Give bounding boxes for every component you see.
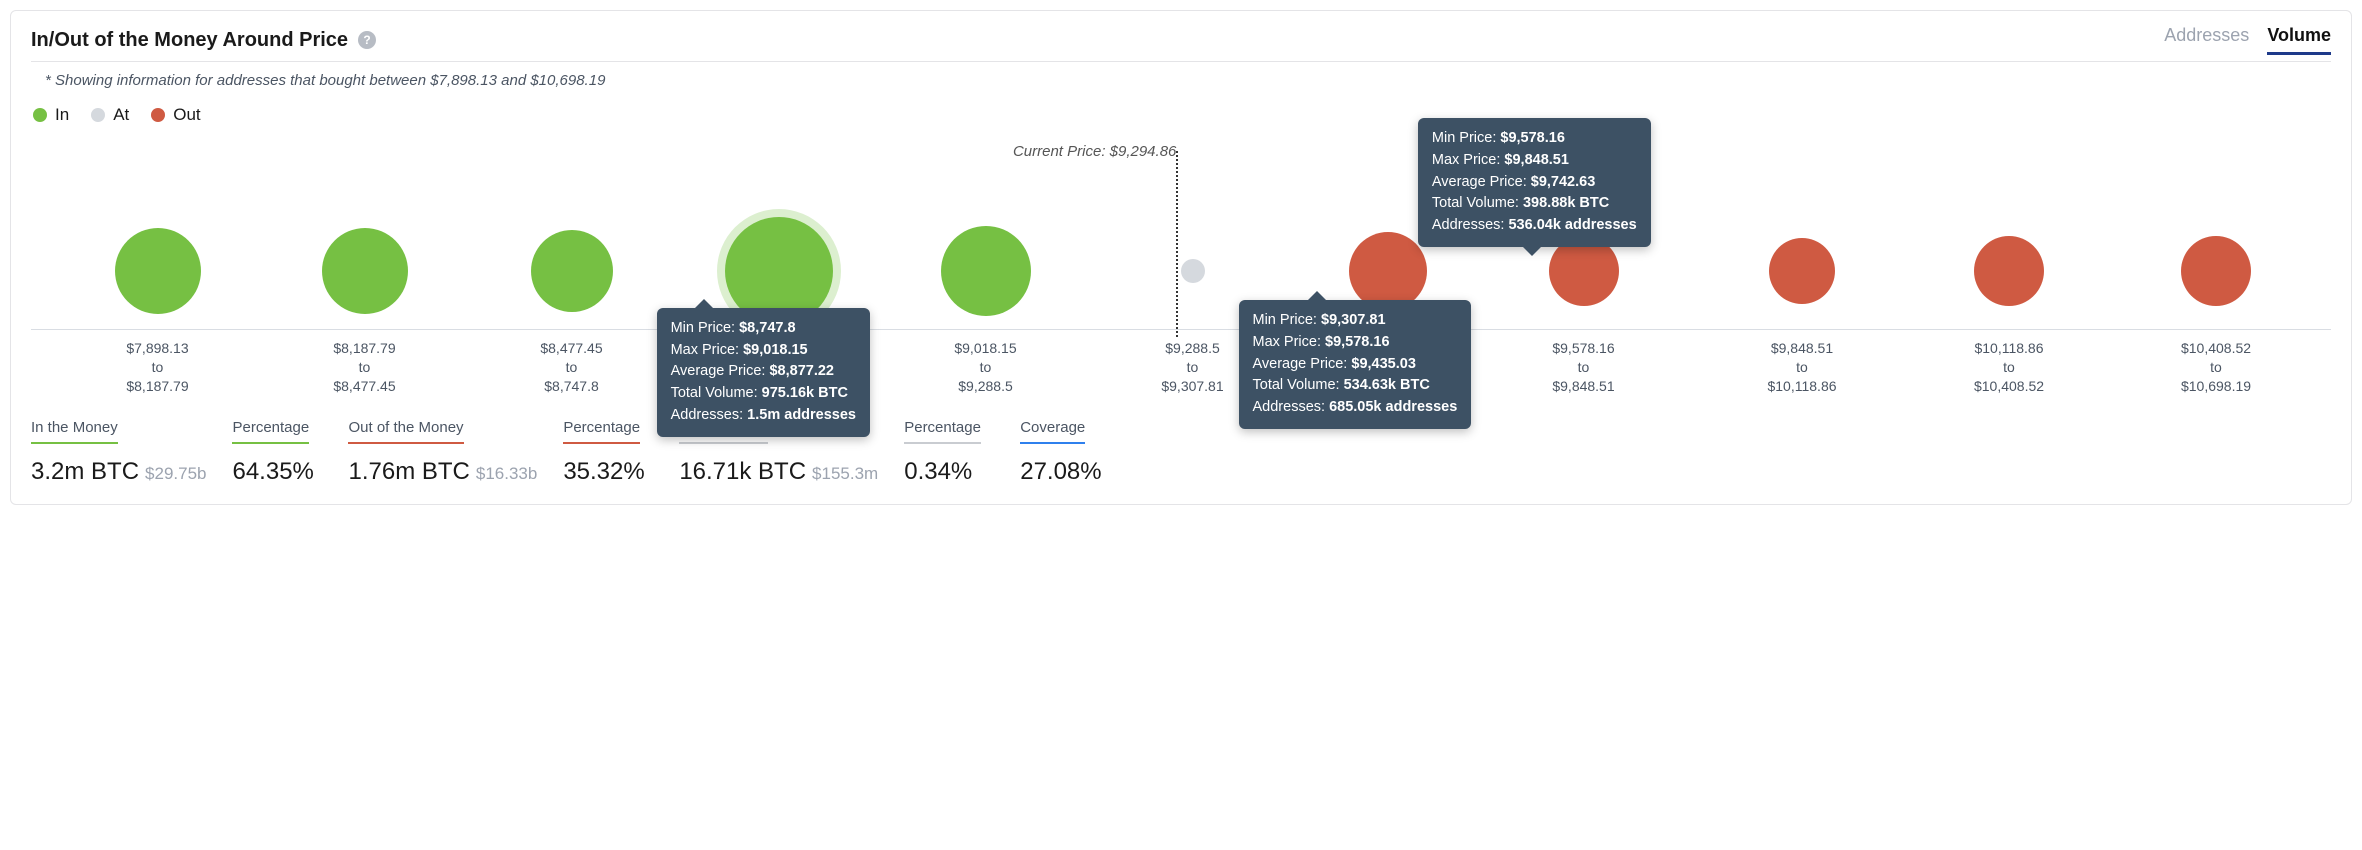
chart-title: In/Out of the Money Around Price xyxy=(31,29,348,52)
stat-label: Out of the Money xyxy=(348,419,463,444)
bubble-out[interactable] xyxy=(1974,236,2044,306)
stat-block: Percentage 0.34% xyxy=(904,419,994,486)
bubble-in[interactable] xyxy=(941,226,1031,316)
legend-dot-icon xyxy=(33,108,47,122)
stat-value: 3.2m BTC$29.75b xyxy=(31,458,206,486)
bubble-at[interactable] xyxy=(1181,259,1205,283)
current-price-line xyxy=(1176,151,1178,337)
legend-dot-icon xyxy=(91,108,105,122)
x-range-label: $9,848.51to$10,118.86 xyxy=(1767,339,1836,396)
stat-value: 35.32% xyxy=(563,458,653,486)
bubble-in[interactable] xyxy=(531,230,613,312)
legend-label: Out xyxy=(173,105,200,125)
stat-value: 1.76m BTC$16.33b xyxy=(348,458,537,486)
x-range-label: $9,578.16to$9,848.51 xyxy=(1552,339,1614,396)
x-range-label: $10,118.86to$10,408.52 xyxy=(1974,339,2044,396)
tooltip: Min Price: $9,578.16Max Price: $9,848.51… xyxy=(1418,118,1651,247)
iomap-card: In/Out of the Money Around Price ? Addre… xyxy=(10,10,2352,505)
view-tabs: Addresses Volume xyxy=(2164,25,2331,55)
x-range-label: $8,187.79to$8,477.45 xyxy=(333,339,395,396)
stat-value: 0.34% xyxy=(904,458,994,486)
x-range-label: $9,288.5to$9,307.81 xyxy=(1161,339,1223,396)
baseline xyxy=(31,329,2331,330)
legend-dot-icon xyxy=(151,108,165,122)
help-icon[interactable]: ? xyxy=(358,31,376,49)
legend-item: At xyxy=(91,105,129,125)
stat-value: 16.71k BTC$155.3m xyxy=(679,458,878,486)
current-price-label: Current Price: $9,294.86 xyxy=(1013,143,1176,160)
legend-item: Out xyxy=(151,105,200,125)
stat-block: In the Money 3.2m BTC$29.75b xyxy=(31,419,206,486)
stat-label: Percentage xyxy=(232,419,309,444)
x-range-label: $8,477.45to$8,747.8 xyxy=(540,339,602,396)
stat-sub: $155.3m xyxy=(812,464,878,483)
legend-label: At xyxy=(113,105,129,125)
x-range-label: $7,898.13to$8,187.79 xyxy=(126,339,188,396)
stat-label: Coverage xyxy=(1020,419,1085,444)
header-row: In/Out of the Money Around Price ? Addre… xyxy=(31,25,2331,55)
stat-label: Percentage xyxy=(563,419,640,444)
legend-label: In xyxy=(55,105,69,125)
tab-addresses[interactable]: Addresses xyxy=(2164,25,2249,55)
bubble-out[interactable] xyxy=(1769,238,1835,304)
stat-sub: $29.75b xyxy=(145,464,206,483)
bubble-out[interactable] xyxy=(1549,236,1619,306)
range-note: * Showing information for addresses that… xyxy=(45,72,2331,89)
legend-item: In xyxy=(33,105,69,125)
x-range-label: $9,018.15to$9,288.5 xyxy=(954,339,1016,396)
legend: In At Out xyxy=(33,105,2331,125)
bubble-in[interactable] xyxy=(322,228,408,314)
bubble-out[interactable] xyxy=(1349,232,1427,310)
stat-block: Out of the Money 1.76m BTC$16.33b xyxy=(348,419,537,486)
summary-stats: In the Money 3.2m BTC$29.75b Percentage 64.… xyxy=(31,419,2331,486)
tooltip: Min Price: $9,307.81Max Price: $9,578.16… xyxy=(1239,300,1472,429)
stat-label: Percentage xyxy=(904,419,981,444)
stat-block: Percentage 35.32% xyxy=(563,419,653,486)
stat-label: In the Money xyxy=(31,419,118,444)
bubble-chart: Current Price: $9,294.86$7,898.13to$8,18… xyxy=(31,131,2331,391)
tab-volume[interactable]: Volume xyxy=(2267,25,2331,55)
stat-sub: $16.33b xyxy=(476,464,537,483)
bubble-in[interactable] xyxy=(115,228,201,314)
stat-block: Coverage 27.08% xyxy=(1020,419,1110,486)
stat-block: Percentage 64.35% xyxy=(232,419,322,486)
stat-value: 64.35% xyxy=(232,458,322,486)
divider xyxy=(31,61,2331,62)
stat-value: 27.08% xyxy=(1020,458,1110,486)
title-wrap: In/Out of the Money Around Price ? xyxy=(31,29,376,52)
bubble-out[interactable] xyxy=(2181,236,2251,306)
tooltip: Min Price: $8,747.8Max Price: $9,018.15A… xyxy=(657,308,870,437)
x-range-label: $10,408.52to$10,698.19 xyxy=(2181,339,2251,396)
